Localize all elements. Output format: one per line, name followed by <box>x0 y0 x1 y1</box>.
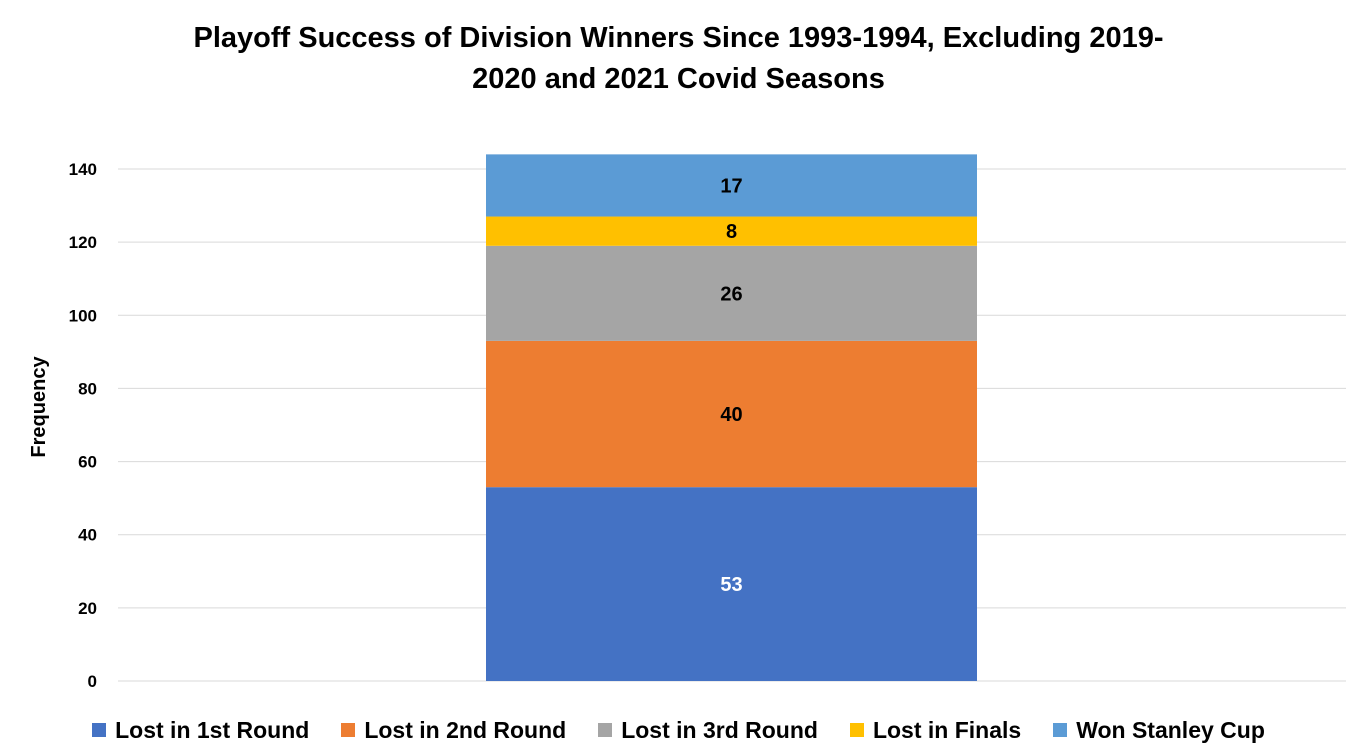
data-label: 40 <box>720 404 742 426</box>
data-labels: 53 40 26 8 17 <box>720 175 742 596</box>
y-tick-label: 60 <box>78 453 97 472</box>
legend-label: Lost in 1st Round <box>115 716 310 743</box>
y-tick-label: 140 <box>69 160 97 179</box>
legend-swatch <box>92 723 107 737</box>
bar-segment <box>486 340 977 488</box>
legend-swatch <box>598 723 613 737</box>
legend-label: Lost in Finals <box>872 716 1022 743</box>
y-tick-label: 120 <box>69 233 97 252</box>
legend-label: Lost in 2nd Round <box>364 716 567 743</box>
legend-item: Lost in 3rd Round <box>598 717 818 744</box>
legend-swatch <box>849 723 864 737</box>
y-tick-label: 20 <box>78 599 97 618</box>
bar-segment <box>486 216 977 246</box>
data-label: 17 <box>720 175 742 197</box>
chart-plot: 0 20 40 60 80 100 120 140 53 40 26 8 17 Frequency <box>28 154 1346 691</box>
bar-segment <box>486 245 977 341</box>
legend-swatch <box>1053 723 1068 737</box>
data-label: 8 <box>726 221 737 243</box>
bar-segment <box>486 154 977 217</box>
y-tick-label: 0 <box>88 672 97 691</box>
bar-segment <box>486 487 977 681</box>
legend-swatch <box>341 723 356 737</box>
y-tick-label: 100 <box>69 306 97 325</box>
chart-title-line-2: 2020 and 2021 Covid Seasons <box>472 63 885 95</box>
data-label: 53 <box>720 574 742 596</box>
legend-label: Lost in 3rd Round <box>621 716 818 743</box>
y-tick-label: 40 <box>78 526 97 545</box>
legend-item: Lost in 1st Round <box>92 717 309 744</box>
stacked-bar <box>486 154 977 681</box>
legend-item: Won Stanley Cup <box>1053 717 1265 744</box>
y-tick-label: 80 <box>78 379 97 398</box>
y-axis-label: Frequency <box>28 356 50 458</box>
legend-label: Won Stanley Cup <box>1076 716 1265 743</box>
chart-title-line-1: Playoff Success of Division Winners Sinc… <box>193 22 1164 54</box>
data-label: 26 <box>720 283 742 305</box>
chart-title: Playoff Success of Division Winners Sinc… <box>0 18 1357 100</box>
y-axis-tick-labels: 0 20 40 60 80 100 120 140 <box>69 160 97 691</box>
legend-item: Lost in 2nd Round <box>341 717 566 744</box>
legend: Lost in 1st Round Lost in 2nd Round Lost i… <box>0 712 1357 748</box>
legend-item: Lost in Finals <box>849 716 1022 744</box>
